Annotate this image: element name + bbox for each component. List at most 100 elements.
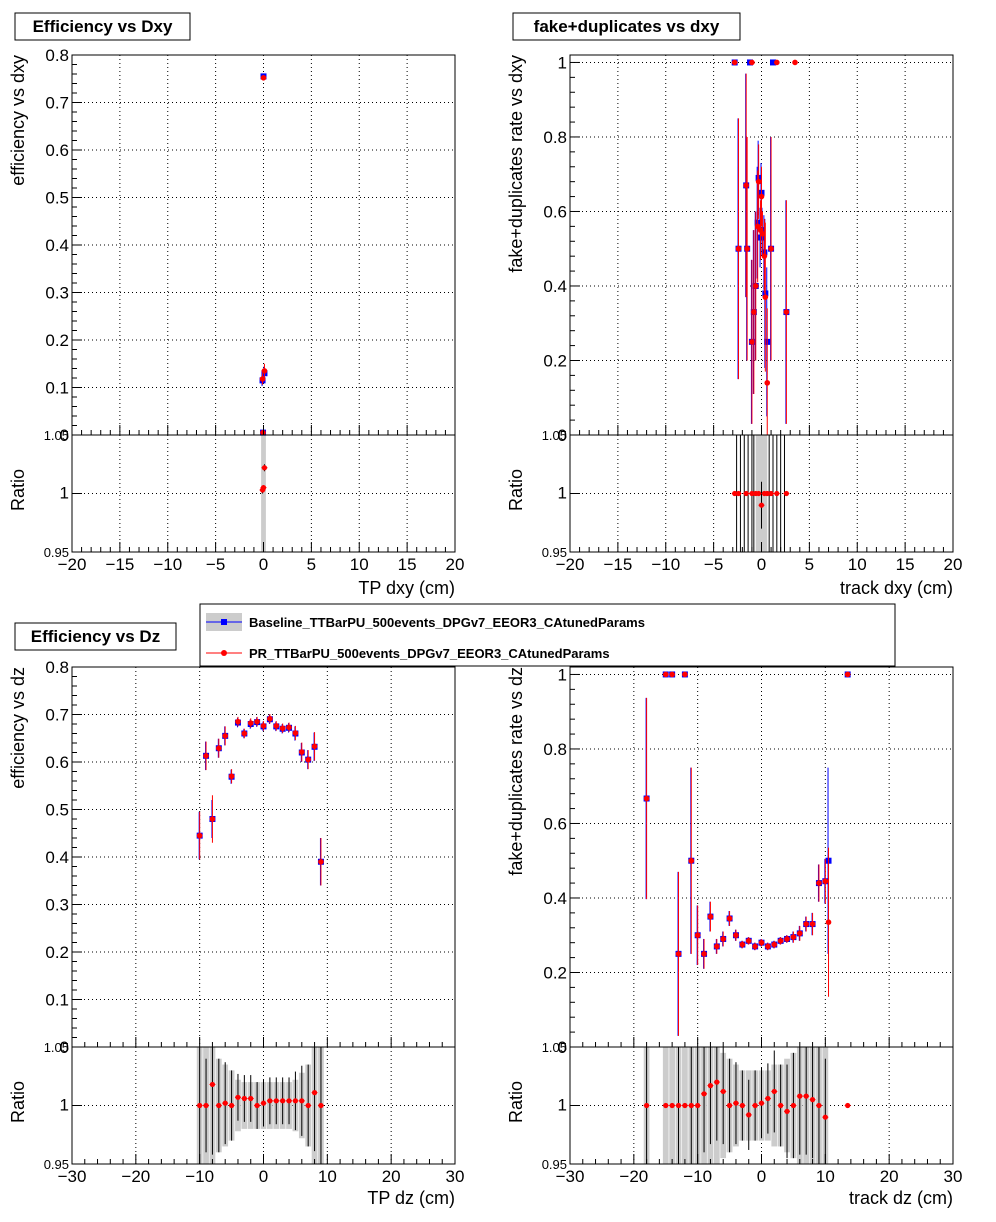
y-tick-label: 0.8 — [543, 740, 567, 759]
data-point — [222, 733, 228, 739]
ratio-point — [783, 490, 789, 497]
x-tick-label: 10 — [848, 555, 867, 574]
x-tick-label: −10 — [185, 1167, 214, 1186]
series-1 — [643, 671, 851, 1036]
data-point — [260, 75, 267, 81]
ratio-point — [222, 1100, 228, 1106]
ratio-point — [778, 1102, 784, 1109]
data-point — [261, 368, 268, 374]
x-tick-label: 15 — [398, 555, 417, 574]
data-point — [816, 880, 822, 886]
data-point — [822, 878, 829, 885]
data-point — [844, 671, 851, 678]
y-tick-label: 0.2 — [543, 963, 567, 982]
x-tick-label: 10 — [816, 1167, 835, 1186]
x-tick-label: 10 — [318, 1167, 337, 1186]
ratio-point — [228, 1102, 235, 1109]
data-point — [803, 921, 809, 927]
data-point — [247, 720, 254, 726]
ratio-y-tick-label: 1 — [60, 484, 69, 503]
ratio-point — [756, 490, 762, 497]
data-point — [259, 376, 266, 382]
data-point — [752, 283, 759, 289]
data-point — [731, 59, 738, 66]
data-point — [714, 943, 720, 950]
y-tick-label: 1 — [558, 665, 567, 684]
y-tick-label: 0.5 — [45, 189, 69, 208]
y-tick-label: 0.7 — [45, 94, 69, 113]
x-tick-label: 0 — [757, 555, 766, 574]
legend-marker — [221, 619, 227, 625]
ratio-point — [260, 1100, 267, 1106]
x-tick-label: 20 — [382, 1167, 401, 1186]
data-point — [675, 951, 682, 957]
data-point — [235, 718, 241, 725]
data-point — [783, 309, 790, 315]
grid-lines — [570, 55, 953, 552]
data-point — [267, 715, 273, 722]
data-point — [318, 858, 324, 865]
ratio-point — [235, 1094, 241, 1100]
legend-label: PR_TTBarPU_500events_DPGv7_EEOR3_CAtuned… — [249, 646, 610, 661]
x-tick-label: 5 — [307, 555, 316, 574]
ratio-point — [765, 1095, 771, 1102]
x-tick-label: 5 — [805, 555, 814, 574]
y-tick-label: 0.1 — [45, 379, 69, 398]
data-point — [809, 921, 816, 927]
ratio-point — [764, 490, 770, 497]
x-tick-label: −5 — [704, 555, 723, 574]
ratio-y-tick-label: 1 — [60, 1096, 69, 1115]
data-point — [739, 941, 746, 948]
ratio-y-tick-label: 0.95 — [44, 545, 69, 560]
ratio-point — [701, 1091, 707, 1097]
y-tick-label: 0.2 — [45, 943, 69, 962]
data-point — [744, 245, 750, 252]
y-tick-label: 0.3 — [45, 284, 69, 303]
ratio-point — [299, 1098, 305, 1104]
data-point — [688, 857, 695, 864]
y-tick-label: 0.4 — [45, 236, 69, 255]
x-tick-label: −10 — [153, 555, 182, 574]
ratio-point — [790, 1102, 797, 1109]
y-tick-label: 0.4 — [45, 848, 69, 867]
x-tick-label: 30 — [944, 1167, 963, 1186]
data-point — [764, 380, 771, 386]
data-point — [751, 309, 757, 315]
y-axis-label: efficiency vs dxy — [8, 55, 28, 186]
data-point — [311, 743, 318, 750]
ratio-point — [216, 1102, 222, 1109]
chart-fake_dxy: 0 0.2 0.4 0.6 0.8 1 0.95 1 1.05 −20 −15 −10 −5 0 5 10 15… — [506, 12, 962, 598]
ratio-point — [318, 1102, 324, 1109]
data-point — [643, 795, 650, 802]
data-point — [720, 936, 726, 942]
chart-title: Efficiency vs Dz — [31, 627, 160, 646]
data-point — [662, 671, 669, 678]
ratio-point — [663, 1102, 669, 1109]
data-point — [825, 919, 832, 925]
x-tick-label: 15 — [896, 555, 915, 574]
data-point — [726, 915, 733, 922]
y-tick-label: 0.8 — [45, 46, 69, 65]
ratio-point — [733, 1100, 739, 1106]
y-tick-label: 0 — [558, 1038, 567, 1057]
y-tick-label: 0.6 — [543, 202, 567, 221]
ratio-y-tick-label: 1.05 — [542, 428, 567, 443]
data-point — [768, 245, 774, 252]
ratio-point — [746, 1112, 752, 1118]
x-tick-label: −30 — [58, 1167, 87, 1186]
data-point — [752, 943, 758, 950]
chart-fake_dz: 0 0.2 0.4 0.6 0.8 1 0.95 1 1.05 −30 −20 −10 0 10 20 30 t… — [506, 665, 962, 1208]
x-tick-label: −20 — [58, 555, 87, 574]
x-tick-label: −10 — [683, 1167, 712, 1186]
ratio-point — [803, 1093, 809, 1099]
x-tick-label: −30 — [556, 1167, 585, 1186]
chart-eff_dz: 0 0.1 0.2 0.3 0.4 0.5 0.6 0.7 0.8 0.95 1 1.05 −30 −20… — [8, 622, 465, 1208]
y-tick-label: 0.6 — [45, 753, 69, 772]
x-tick-label: 30 — [446, 1167, 465, 1186]
data-point — [777, 938, 784, 944]
y-tick-label: 0.5 — [45, 801, 69, 820]
grid-lines — [72, 666, 455, 1164]
ratio-point — [305, 1102, 311, 1109]
chart-eff_dxy: 0 0.1 0.2 0.3 0.4 0.5 0.6 0.7 0.8 0.95 1 1.05 −20 −15… — [8, 12, 464, 598]
x-axis-label: track dxy (cm) — [840, 578, 953, 598]
